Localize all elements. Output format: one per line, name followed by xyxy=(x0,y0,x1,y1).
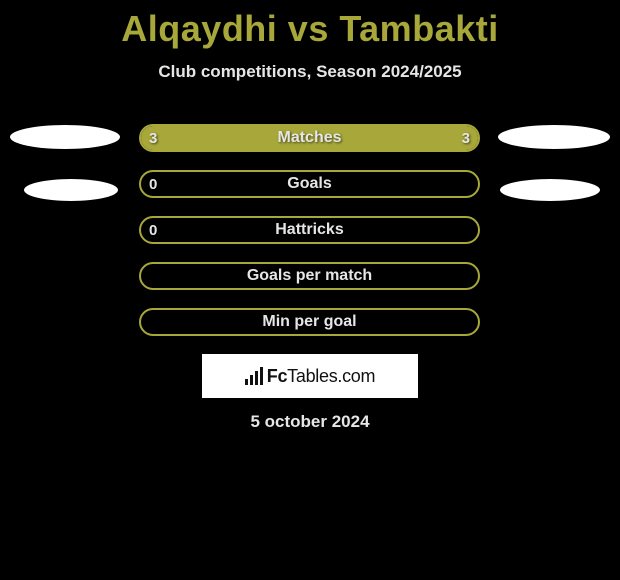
stat-value-right: 3 xyxy=(462,126,470,150)
stat-track: Matches3 3 xyxy=(139,124,480,152)
stat-track: Goals0 xyxy=(139,170,480,198)
logo-bar xyxy=(250,375,253,385)
stat-label: Goals xyxy=(141,172,478,196)
stat-track: Min per goal xyxy=(139,308,480,336)
logo-bar xyxy=(260,367,263,385)
stat-value-left: 3 xyxy=(149,126,157,150)
player-left-mid-ellipse xyxy=(24,179,118,201)
stat-track: Goals per match xyxy=(139,262,480,290)
stat-row: Min per goal xyxy=(0,308,620,336)
logo-rest: Tables.com xyxy=(287,366,375,386)
player-right-top-ellipse xyxy=(498,125,610,149)
logo-bar xyxy=(255,371,258,385)
comparison-infographic: Alqaydhi vs Tambakti Club competitions, … xyxy=(0,0,620,580)
stat-value-left: 0 xyxy=(149,218,157,242)
logo-text: FcTables.com xyxy=(267,366,375,387)
stat-track: Hattricks0 xyxy=(139,216,480,244)
page-title: Alqaydhi vs Tambakti xyxy=(0,0,620,50)
player-left-top-ellipse xyxy=(10,125,120,149)
stat-label: Matches xyxy=(141,126,478,150)
player-right-mid-ellipse xyxy=(500,179,600,201)
date: 5 october 2024 xyxy=(0,412,620,432)
logo-inner: FcTables.com xyxy=(245,366,375,387)
stat-row: Goals per match xyxy=(0,262,620,290)
stat-row: Hattricks0 xyxy=(0,216,620,244)
stat-label: Hattricks xyxy=(141,218,478,242)
logo-bar xyxy=(245,379,248,385)
bar-chart-icon xyxy=(245,367,263,385)
stat-bars: Matches33Goals0Hattricks0Goals per match… xyxy=(0,124,620,336)
stat-label: Goals per match xyxy=(141,264,478,288)
subtitle: Club competitions, Season 2024/2025 xyxy=(0,62,620,82)
fctables-logo: FcTables.com xyxy=(202,354,418,398)
stat-value-left: 0 xyxy=(149,172,157,196)
logo-prefix: Fc xyxy=(267,366,287,386)
stat-label: Min per goal xyxy=(141,310,478,334)
